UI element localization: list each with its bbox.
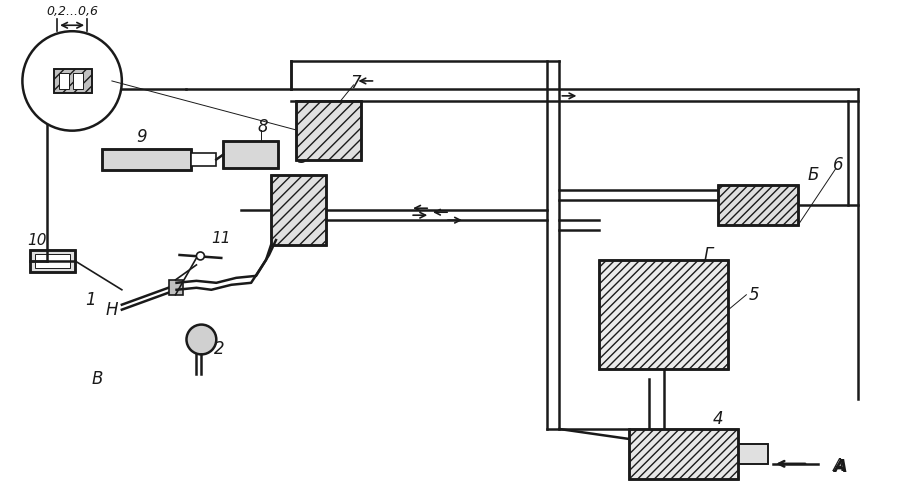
- Bar: [73, 73, 83, 89]
- Text: 2: 2: [214, 340, 225, 358]
- Bar: [629, 429, 738, 479]
- Bar: [718, 185, 798, 225]
- Text: 3: 3: [298, 149, 308, 167]
- Bar: [102, 149, 192, 171]
- Text: В: В: [91, 370, 103, 388]
- Bar: [54, 69, 92, 93]
- Text: 11: 11: [212, 231, 231, 246]
- Bar: [271, 176, 326, 245]
- Bar: [296, 101, 361, 161]
- Circle shape: [196, 252, 204, 260]
- Text: 5: 5: [748, 286, 759, 304]
- Text: A: A: [832, 457, 844, 475]
- Bar: [223, 141, 278, 169]
- Text: Г: Г: [704, 246, 713, 264]
- Circle shape: [22, 31, 122, 131]
- Bar: [629, 429, 738, 479]
- Text: 9: 9: [137, 128, 147, 146]
- Bar: [223, 141, 278, 169]
- Text: 4: 4: [713, 410, 724, 428]
- Text: 10: 10: [28, 233, 47, 248]
- Text: Б: Б: [807, 166, 819, 185]
- Bar: [35, 254, 70, 268]
- Circle shape: [186, 324, 216, 354]
- Bar: [599, 260, 728, 369]
- Bar: [192, 153, 216, 167]
- Text: Н: Н: [105, 301, 118, 319]
- Bar: [738, 444, 769, 464]
- Bar: [738, 444, 769, 464]
- Bar: [31, 250, 75, 272]
- Bar: [718, 185, 798, 225]
- Circle shape: [635, 335, 643, 343]
- Bar: [54, 69, 92, 93]
- Text: 0,2...0,6: 0,2...0,6: [46, 5, 98, 18]
- Bar: [31, 250, 75, 272]
- Text: 1: 1: [85, 291, 95, 309]
- Bar: [283, 185, 313, 235]
- Bar: [102, 149, 192, 171]
- Text: 6: 6: [832, 157, 843, 175]
- Bar: [599, 260, 728, 369]
- Bar: [271, 176, 326, 245]
- Bar: [296, 101, 361, 161]
- Bar: [168, 280, 184, 295]
- Bar: [728, 192, 769, 218]
- Text: A: A: [832, 458, 847, 476]
- Bar: [59, 73, 69, 89]
- Circle shape: [629, 329, 649, 349]
- Text: 7: 7: [350, 74, 361, 92]
- Text: 8: 8: [257, 118, 268, 136]
